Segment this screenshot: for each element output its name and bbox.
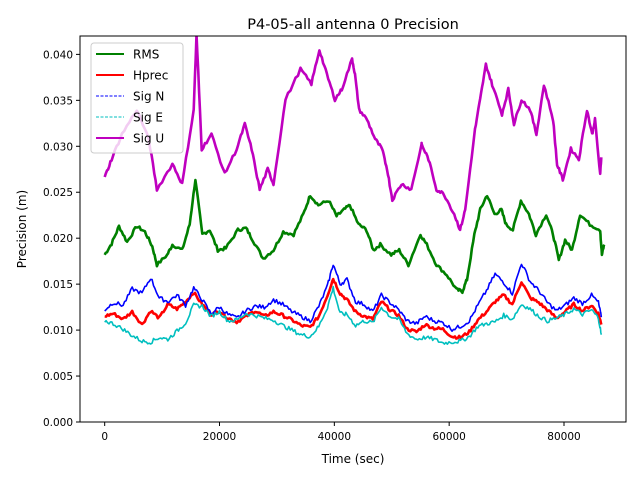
legend-label: RMS xyxy=(133,48,159,62)
y-axis-label: Precision (m) xyxy=(15,190,29,268)
legend-label: Sig N xyxy=(133,90,164,104)
y-tick-label: 0.030 xyxy=(43,141,73,153)
legend-label: Sig U xyxy=(133,132,164,146)
x-tick-label: 20000 xyxy=(203,431,236,443)
x-axis-label: Time (sec) xyxy=(321,452,385,466)
y-tick-label: 0.010 xyxy=(43,325,73,337)
y-tick-label: 0.015 xyxy=(43,279,73,291)
y-tick-label: 0.040 xyxy=(43,49,73,61)
x-tick-label: 40000 xyxy=(318,431,351,443)
chart-title: P4-05-all antenna 0 Precision xyxy=(247,17,459,33)
x-tick-label: 80000 xyxy=(547,431,580,443)
y-tick-label: 0.000 xyxy=(43,417,73,429)
y-tick-label: 0.005 xyxy=(43,371,73,383)
legend-label: Hprec xyxy=(133,69,168,83)
y-tick-label: 0.035 xyxy=(43,95,73,107)
legend-label: Sig E xyxy=(133,111,163,125)
legend: RMS Hprec Sig N Sig E Sig U xyxy=(91,43,183,153)
x-tick-label: 0 xyxy=(101,431,108,443)
y-tick-label: 0.020 xyxy=(43,233,73,245)
y-tick-label: 0.025 xyxy=(43,187,73,199)
x-tick-label: 60000 xyxy=(432,431,465,443)
